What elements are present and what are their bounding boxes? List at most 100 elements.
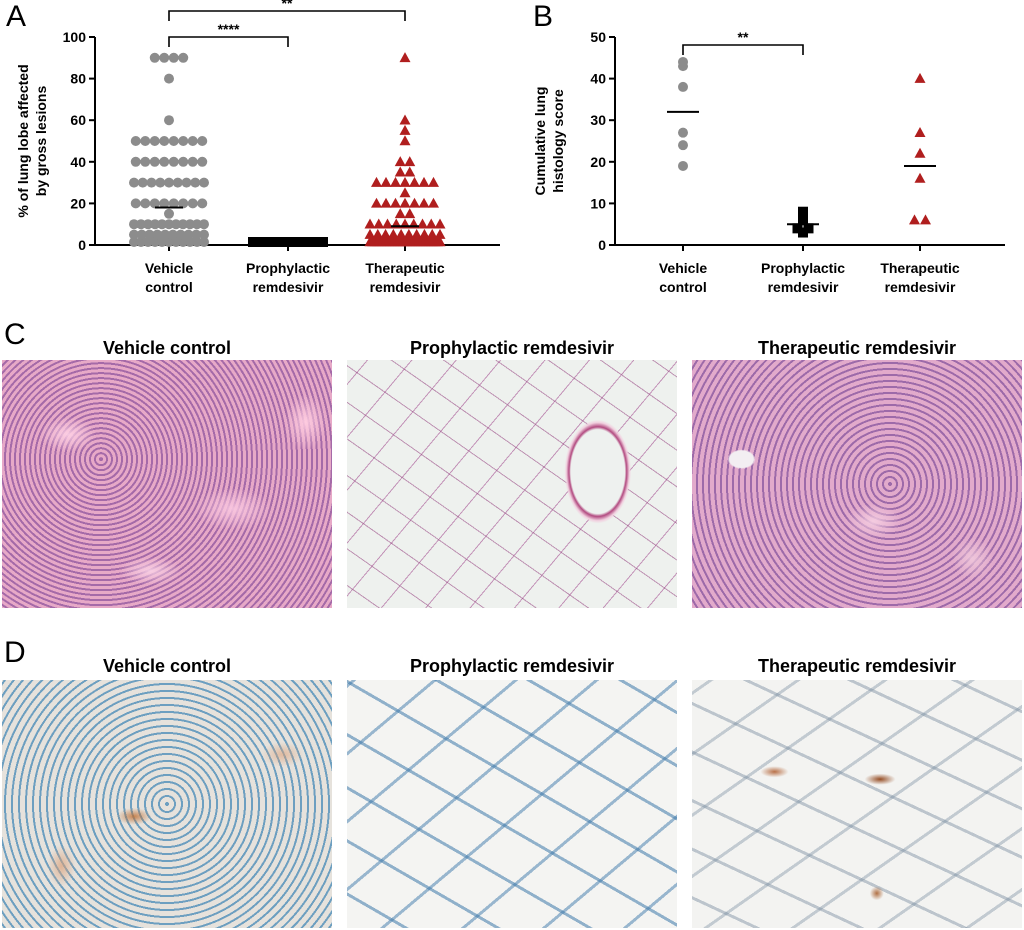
data-point-circle <box>130 156 141 167</box>
data-point-triangle <box>382 218 393 229</box>
y-tick-label: 50 <box>590 29 606 45</box>
data-point-circle <box>149 198 160 209</box>
he-image-prophylactic-remdesivir <box>347 360 677 608</box>
data-point-circle <box>149 136 160 146</box>
y-tick-label: 0 <box>78 237 86 253</box>
data-point-circle <box>159 136 170 146</box>
panel-letter-a: A <box>6 0 27 33</box>
data-point-circle <box>143 219 153 230</box>
data-point-circle <box>159 52 170 63</box>
category-label-line2: remdesivir <box>253 279 324 295</box>
data-point-circle <box>178 52 189 63</box>
data-point-circle <box>187 198 198 209</box>
data-point-circle <box>160 229 171 240</box>
significance-label: ** <box>738 29 749 45</box>
data-point-circle <box>185 219 195 230</box>
data-point-triangle <box>409 197 420 208</box>
y-tick-label: 0 <box>598 237 606 253</box>
data-point-circle <box>192 237 202 247</box>
y-tick-label: 10 <box>590 195 606 211</box>
data-point-circle <box>140 156 151 167</box>
significance-bracket <box>168 10 406 21</box>
category-label-line1: Prophylactic <box>761 260 845 276</box>
he-image-therapeutic-remdesivir <box>692 360 1022 608</box>
data-point-triangle <box>371 197 382 208</box>
ihc-image-vehicle-control <box>2 680 332 928</box>
data-point-circle <box>199 177 209 188</box>
data-point-triangle <box>364 228 376 239</box>
data-point-triangle <box>403 228 415 239</box>
y-tick-label: 40 <box>70 154 86 170</box>
data-point-triangle <box>394 208 406 219</box>
data-point-triangle <box>399 135 411 146</box>
data-point-triangle <box>364 218 376 229</box>
he-title-prophylactic: Prophylactic remdesivir <box>409 338 615 358</box>
data-point-triangle <box>404 208 416 219</box>
data-point-circle <box>140 198 151 209</box>
data-point-circle <box>168 156 179 167</box>
data-point-circle <box>199 237 209 247</box>
significance-bracket <box>168 36 289 47</box>
data-point-square <box>798 206 808 217</box>
data-point-circle <box>678 127 688 138</box>
data-point-circle <box>181 177 192 188</box>
data-point-square <box>798 227 808 238</box>
data-point-triangle <box>399 114 411 125</box>
category-label-line1: Vehicle <box>659 260 707 276</box>
data-point-circle <box>157 219 167 230</box>
data-point-circle <box>129 229 139 240</box>
panel-letter-b: B <box>533 0 554 33</box>
data-point-circle <box>140 136 151 146</box>
data-point-circle <box>678 140 688 151</box>
data-point-square <box>318 237 328 247</box>
category-label-line1: Therapeutic <box>880 260 960 276</box>
y-tick-label: 20 <box>590 154 606 170</box>
data-point-triangle <box>909 214 920 225</box>
data-point-circle <box>136 219 146 230</box>
data-point-circle <box>167 229 178 240</box>
data-point-circle <box>164 177 174 188</box>
significance-label: **** <box>218 21 240 37</box>
data-point-circle <box>168 52 179 63</box>
data-point-circle <box>152 229 163 240</box>
data-point-triangle <box>434 218 446 229</box>
data-point-triangle <box>404 156 416 167</box>
y-axis-title-line2: histology score <box>550 89 566 193</box>
data-point-circle <box>129 219 139 230</box>
data-point-triangle <box>380 176 392 187</box>
data-point-circle <box>197 198 208 209</box>
data-point-triangle <box>409 176 420 187</box>
data-point-triangle <box>914 172 926 183</box>
data-point-circle <box>178 219 188 230</box>
data-point-triangle <box>426 228 438 239</box>
data-point-triangle <box>371 176 382 187</box>
data-point-circle <box>149 156 160 167</box>
data-point-circle <box>137 177 148 188</box>
data-point-triangle <box>380 197 392 208</box>
data-point-circle <box>187 136 198 146</box>
significance-label: ** <box>282 0 293 11</box>
data-point-circle <box>678 56 688 67</box>
data-point-triangle <box>428 197 439 208</box>
data-point-circle <box>178 198 189 209</box>
data-point-circle <box>164 115 174 126</box>
data-point-circle <box>164 237 174 247</box>
data-point-circle <box>159 198 170 209</box>
data-point-triangle <box>399 176 411 187</box>
data-point-triangle <box>387 228 399 239</box>
data-point-circle <box>197 156 208 167</box>
data-point-circle <box>192 219 202 230</box>
y-axis-title-line2: by gross lesions <box>33 86 49 197</box>
data-point-circle <box>171 219 181 230</box>
data-point-triangle <box>920 214 931 225</box>
category-label-line2: control <box>145 279 192 295</box>
data-point-triangle <box>914 147 926 158</box>
data-point-triangle <box>425 218 437 229</box>
data-point-circle <box>187 156 198 167</box>
category-label-line2: remdesivir <box>768 279 839 295</box>
panel-letter-d: D <box>4 636 26 669</box>
data-point-triangle <box>418 197 430 208</box>
y-tick-label: 80 <box>70 71 86 87</box>
data-point-triangle <box>411 228 423 239</box>
data-point-square <box>803 223 814 234</box>
